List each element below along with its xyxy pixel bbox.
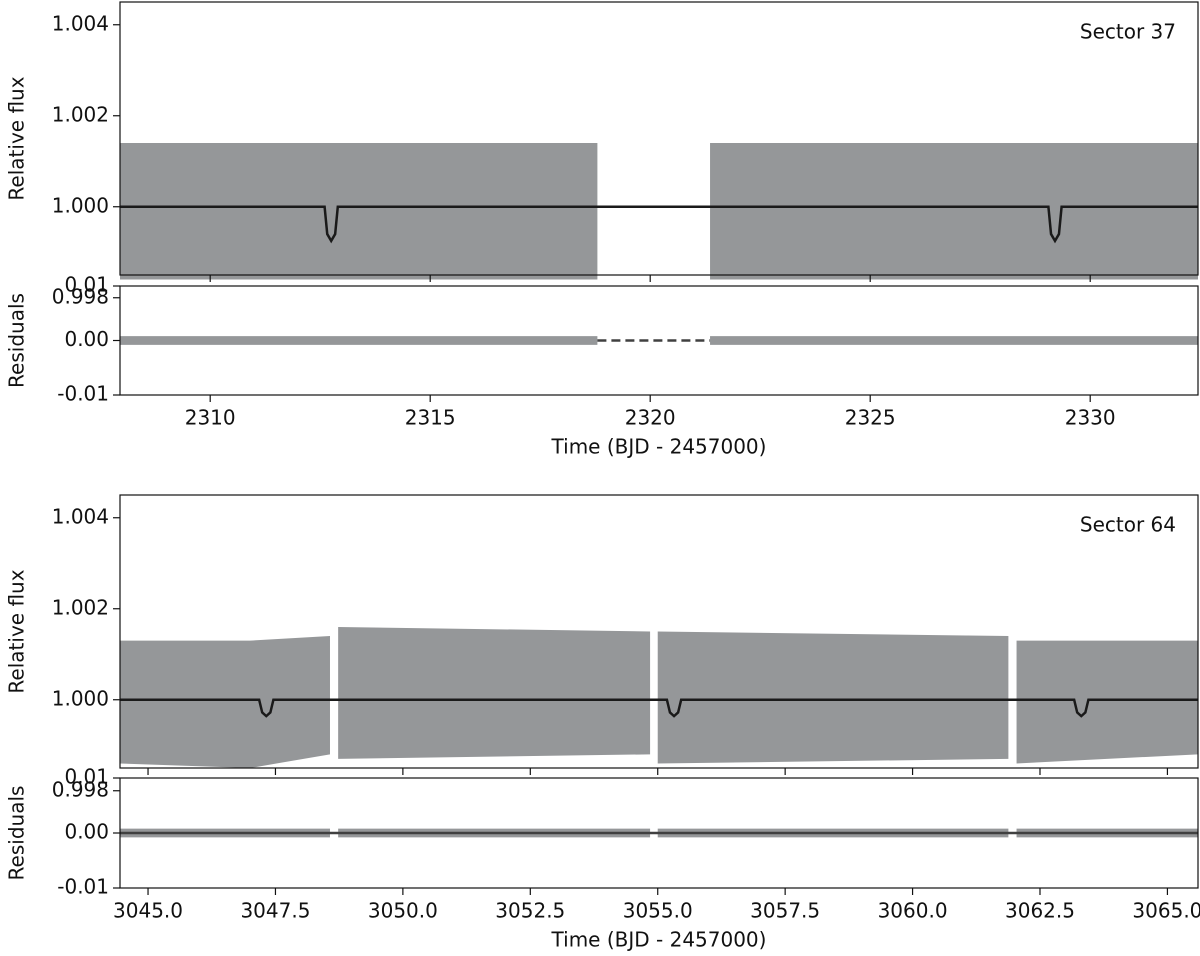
y-axis-label: Residuals xyxy=(5,786,29,881)
y-tick-label: 0.00 xyxy=(64,327,109,351)
data-band xyxy=(338,626,651,759)
y-tick-label: 1.002 xyxy=(52,595,109,619)
panel-annotation: Sector 64 xyxy=(1080,513,1176,537)
x-tick-label: 2330 xyxy=(1065,406,1116,430)
x-tick-label: 2310 xyxy=(185,406,236,430)
x-tick-label: 3047.5 xyxy=(240,899,310,923)
data-band xyxy=(710,336,1198,345)
x-tick-label: 3045.0 xyxy=(113,899,183,923)
y-tick-label: 0.01 xyxy=(64,273,109,297)
y-axis-label: Relative flux xyxy=(5,76,29,200)
y-tick-label: 1.000 xyxy=(52,193,109,217)
x-tick-label: 3062.5 xyxy=(1005,899,1075,923)
data-band xyxy=(120,143,598,280)
x-tick-label: 3065.0 xyxy=(1132,899,1200,923)
model-line xyxy=(120,205,1198,244)
y-tick-label: 1.000 xyxy=(52,686,109,710)
data-band xyxy=(120,336,598,345)
x-tick-label: 3050.0 xyxy=(368,899,438,923)
x-tick-label: 3060.0 xyxy=(878,899,948,923)
x-tick-label: 2325 xyxy=(845,406,896,430)
x-tick-label: 3052.5 xyxy=(495,899,565,923)
x-tick-label: 3057.5 xyxy=(750,899,820,923)
panel-annotation: Sector 37 xyxy=(1080,20,1176,44)
data-band xyxy=(710,143,1198,280)
data-band xyxy=(657,631,1009,764)
model-line xyxy=(120,698,1198,718)
y-tick-label: -0.01 xyxy=(57,382,109,406)
x-axis-label: Time (BJD - 2457000) xyxy=(551,435,767,459)
x-tick-label: 2315 xyxy=(405,406,456,430)
axes-frame xyxy=(119,494,1199,769)
axes-frame xyxy=(119,1,1199,276)
y-axis-label: Residuals xyxy=(5,293,29,388)
data-band xyxy=(1016,640,1198,764)
y-tick-label: 0.998 xyxy=(52,284,109,308)
y-tick-label: 0.01 xyxy=(64,765,109,789)
x-tick-label: 2320 xyxy=(625,406,676,430)
y-tick-label: 1.002 xyxy=(52,102,109,126)
data-band xyxy=(120,636,330,768)
y-tick-label: -0.01 xyxy=(57,875,109,899)
y-tick-label: 0.00 xyxy=(64,820,109,844)
y-tick-label: 1.004 xyxy=(52,11,109,35)
y-axis-label: Relative flux xyxy=(5,569,29,693)
y-tick-label: 0.998 xyxy=(52,777,109,801)
x-tick-label: 3055.0 xyxy=(623,899,693,923)
x-axis-label: Time (BJD - 2457000) xyxy=(551,928,767,952)
y-tick-label: 1.004 xyxy=(52,504,109,528)
